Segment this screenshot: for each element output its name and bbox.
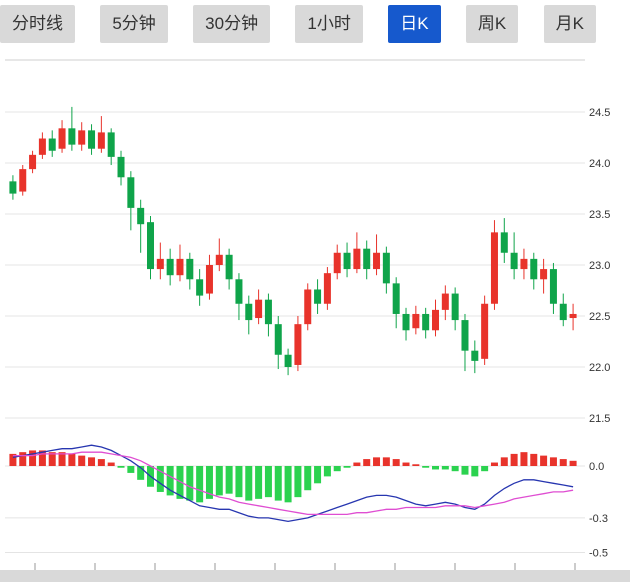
candlestick-layer bbox=[9, 106, 577, 376]
svg-text:22.0: 22.0 bbox=[589, 362, 610, 374]
tab-5min[interactable]: 5分钟 bbox=[100, 5, 168, 43]
tab-monthly-k[interactable]: 月K bbox=[543, 5, 596, 43]
svg-text:23.5: 23.5 bbox=[589, 209, 610, 221]
tab-weekly-k[interactable]: 周K bbox=[465, 5, 519, 43]
tab-daily-k[interactable]: 日K bbox=[388, 5, 441, 43]
svg-text:23.0: 23.0 bbox=[589, 260, 610, 272]
svg-text:21.5: 21.5 bbox=[589, 413, 610, 425]
svg-text:-0.5: -0.5 bbox=[589, 548, 608, 560]
time-axis-ticks bbox=[34, 563, 576, 570]
interval-tabbar: 分时线 5分钟 30分钟 1小时 日K 周K 月K bbox=[0, 5, 596, 43]
svg-text:22.5: 22.5 bbox=[589, 311, 610, 323]
tab-time-line[interactable]: 分时线 bbox=[0, 5, 75, 43]
tab-30min[interactable]: 30分钟 bbox=[193, 5, 271, 43]
svg-text:-0.3: -0.3 bbox=[589, 513, 608, 525]
svg-text:24.5: 24.5 bbox=[589, 107, 610, 119]
svg-text:24.0: 24.0 bbox=[589, 158, 610, 170]
price-axis-labels: 24.5 24.0 23.5 23.0 22.5 22.0 21.5 bbox=[589, 107, 610, 425]
time-axis-bar[interactable] bbox=[0, 570, 630, 582]
dif-line bbox=[12, 444, 574, 523]
dea-line bbox=[12, 451, 574, 516]
macd-histogram-layer bbox=[9, 450, 577, 503]
macd-axis-labels: 0.0 -0.3 -0.5 bbox=[589, 461, 608, 560]
svg-text:0.0: 0.0 bbox=[589, 461, 604, 473]
tab-1hour[interactable]: 1小时 bbox=[295, 5, 363, 43]
